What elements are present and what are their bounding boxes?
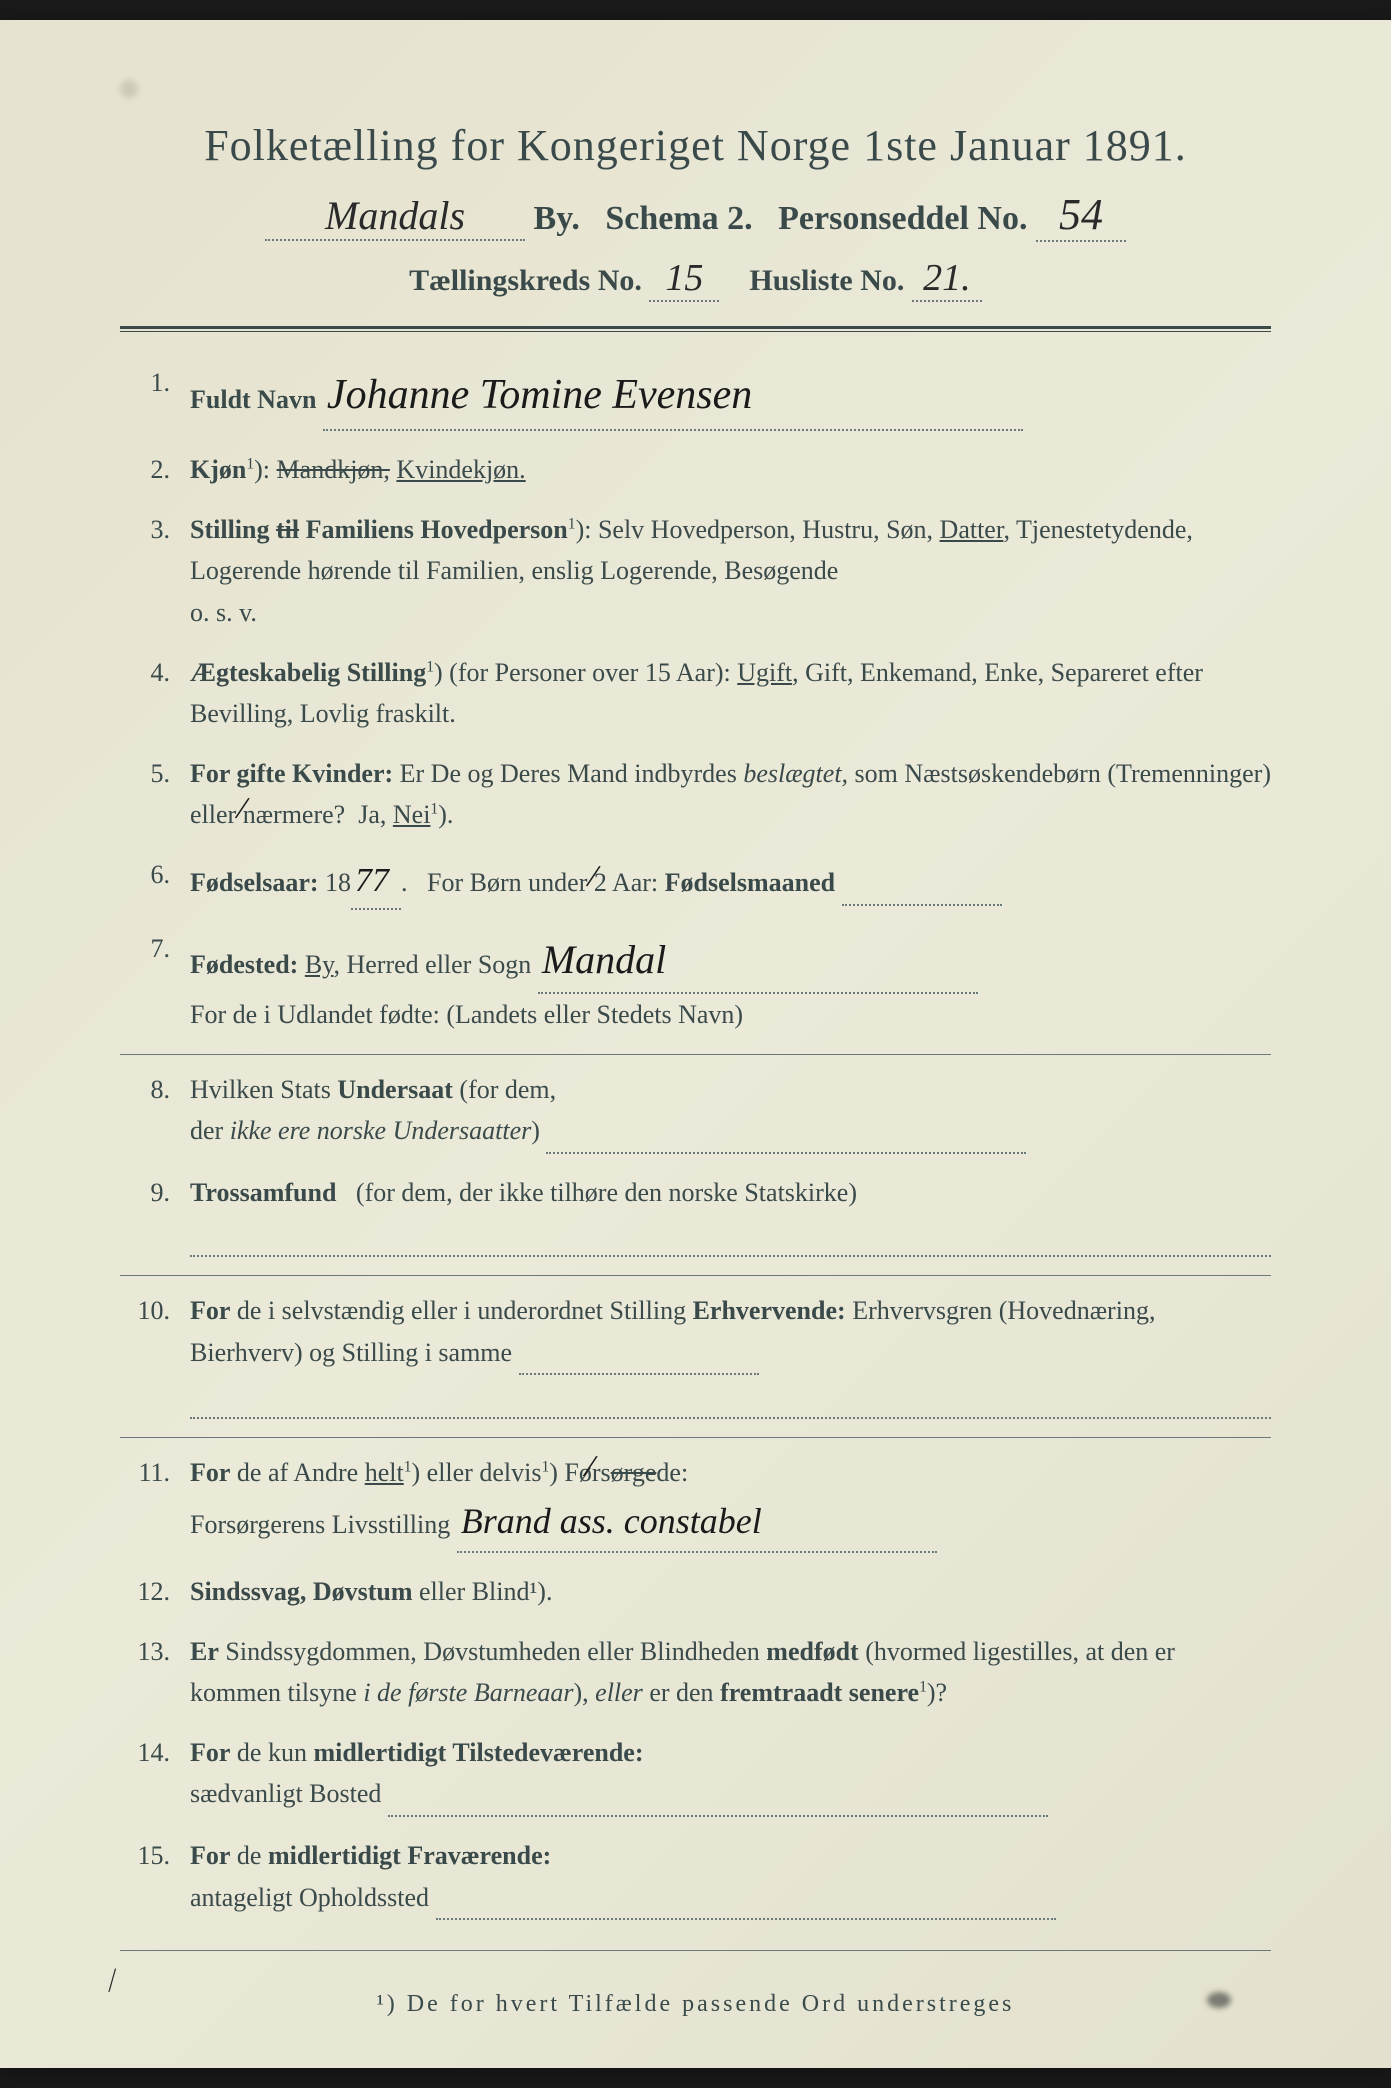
month-blank: [842, 862, 1002, 906]
entry-14: 14. For de kun midlertidigt Tilstedevære…: [120, 1732, 1271, 1817]
entry-number: 12.: [120, 1571, 190, 1613]
by-underlined: By: [305, 950, 334, 979]
entry-number: 11.: [120, 1452, 190, 1553]
form-header: Folketælling for Kongeriget Norge 1ste J…: [120, 120, 1271, 302]
label-er: Er: [190, 1637, 219, 1666]
ugift-underlined: Ugift: [737, 658, 792, 687]
year-handwritten: 77: [351, 854, 401, 910]
trossamfund-blank: [190, 1213, 1271, 1257]
opholdssted-blank: [436, 1877, 1056, 1921]
text-12: eller Blind¹).: [419, 1577, 552, 1606]
entry-13: 13. Er Sindssygdommen, Døvstumheden elle…: [120, 1631, 1271, 1714]
census-form-page: Folketælling for Kongeriget Norge 1ste J…: [0, 20, 1391, 2068]
label-trossamfund: Trossamfund: [190, 1178, 336, 1207]
entry-number: 6.: [120, 854, 190, 910]
osv: o. s. v.: [190, 598, 257, 627]
entry-number: 14.: [120, 1732, 190, 1817]
title-kreds-line: Tællingskreds No. 15 Husliste No. 21.: [120, 256, 1271, 302]
entry-number: 5.: [120, 753, 190, 836]
label-stilling: Stilling til Familiens Hovedperson: [190, 515, 568, 544]
bosted-blank: [388, 1773, 1048, 1817]
label-fodested: Fødested:: [190, 950, 298, 979]
text-14-2: sædvanligt Bosted: [190, 1779, 381, 1808]
title-main: Folketælling for Kongeriget Norge 1ste J…: [120, 120, 1271, 171]
label-aegteskab: Ægteskabelig Stilling: [190, 658, 426, 687]
text-9: (for dem, der ikke tilhøre den norske St…: [356, 1178, 857, 1207]
entry-15: 15. For de midlertidigt Fraværende: anta…: [120, 1835, 1271, 1920]
schema-label: Schema 2.: [605, 200, 752, 237]
entry-number: 15.: [120, 1835, 190, 1920]
kreds-label: Tællingskreds No.: [409, 264, 642, 297]
title-city-line: Mandals By. Schema 2. Personseddel No. 5…: [120, 189, 1271, 242]
husliste-no-handwritten: 21.: [912, 256, 982, 302]
label-sindssvag: Sindssvag, Døvstum: [190, 1577, 413, 1606]
pen-mark: ⁄: [104, 1964, 120, 1998]
entry-number: 10.: [120, 1290, 190, 1419]
label-gifte-kvinder: For gifte Kvinder:: [190, 759, 393, 788]
label-for-10: For: [190, 1296, 230, 1325]
erhverv-blank: [190, 1375, 1271, 1419]
entry-number: 1.: [120, 362, 190, 431]
form-entries: 1. Fuldt Navn Johanne Tomine Evensen 2. …: [120, 362, 1271, 1920]
divider: [120, 1054, 1271, 1055]
udlandet-text: For de i Udlandet fødte: (Landets eller …: [190, 1000, 743, 1029]
entry-number: 9.: [120, 1172, 190, 1257]
person-no-handwritten: 54: [1036, 189, 1126, 242]
mandkjon-struck: Mandkjøn,: [277, 455, 390, 484]
entry-number: 4.: [120, 652, 190, 735]
entry-2: 2. Kjøn1): Mandkjøn, Kvindekjøn.: [120, 449, 1271, 491]
entry-number: 13.: [120, 1631, 190, 1714]
divider-bottom: [120, 1950, 1271, 1951]
divider-top: [120, 326, 1271, 332]
person-label: Personseddel No.: [778, 200, 1027, 237]
label-for-14: For: [190, 1738, 230, 1767]
kreds-no-handwritten: 15: [649, 256, 719, 302]
name-handwritten: Johanne Tomine Evensen: [323, 362, 1023, 431]
entry-12: 12. Sindssvag, Døvstum eller Blind¹).: [120, 1571, 1271, 1613]
label-kjon: Kjøn: [190, 455, 246, 484]
entry-7: 7. Fødested: By, Herred eller Sogn Manda…: [120, 928, 1271, 1036]
text-15-2: antageligt Opholdssted: [190, 1883, 429, 1912]
undersaat-blank: [546, 1110, 1026, 1154]
label-fodselsaar: Fødselsaar:: [190, 868, 319, 897]
city-handwritten: Mandals: [265, 192, 525, 241]
footnote: ¹) De for hvert Tilfælde passende Ord un…: [120, 1991, 1271, 2018]
entry-10: 10. For de i selvstændig eller i underor…: [120, 1290, 1271, 1419]
entry-6: 6. Fødselsaar: 1877. For Børn under 2 Aa…: [120, 854, 1271, 910]
label-fuldt-navn: Fuldt Navn: [190, 385, 316, 414]
label-fodselsmaaned: Fødselsmaaned: [665, 868, 835, 897]
entry-5: 5. For gifte Kvinder: Er De og Deres Man…: [120, 753, 1271, 836]
label-for-15: For: [190, 1841, 230, 1870]
paper-smudge: [120, 80, 138, 98]
husliste-label: Husliste No.: [749, 264, 904, 297]
divider: [120, 1437, 1271, 1438]
paren-4: (for Personer over 15 Aar):: [449, 658, 731, 687]
entry-8: 8. Hvilken Stats Undersaat (for dem, der…: [120, 1069, 1271, 1154]
entry-1: 1. Fuldt Navn Johanne Tomine Evensen: [120, 362, 1271, 431]
entry-3: 3. Stilling til Familiens Hovedperson1):…: [120, 509, 1271, 634]
forsorger-handwritten: Brand ass. constabel: [457, 1493, 937, 1553]
label-for-11: For: [190, 1458, 230, 1487]
entry-number: 8.: [120, 1069, 190, 1154]
city-label: By.: [534, 200, 580, 237]
ink-blot: [1207, 1992, 1231, 2008]
entry-4: 4. Ægteskabelig Stilling1) (for Personer…: [120, 652, 1271, 735]
text-11-2: Forsørgerens Livsstilling: [190, 1510, 450, 1539]
entry-number: 3.: [120, 509, 190, 634]
entry-number: 7.: [120, 928, 190, 1036]
divider: [120, 1275, 1271, 1276]
entry-9: 9. Trossamfund (for dem, der ikke tilhør…: [120, 1172, 1271, 1257]
kvindekjon-underlined: Kvindekjøn.: [396, 455, 525, 484]
entry-number: 2.: [120, 449, 190, 491]
datter-underlined: Datter: [940, 515, 1004, 544]
entry-11: 11. For de af Andre helt1) eller delvis1…: [120, 1452, 1271, 1553]
birthplace-handwritten: Mandal: [538, 928, 978, 994]
